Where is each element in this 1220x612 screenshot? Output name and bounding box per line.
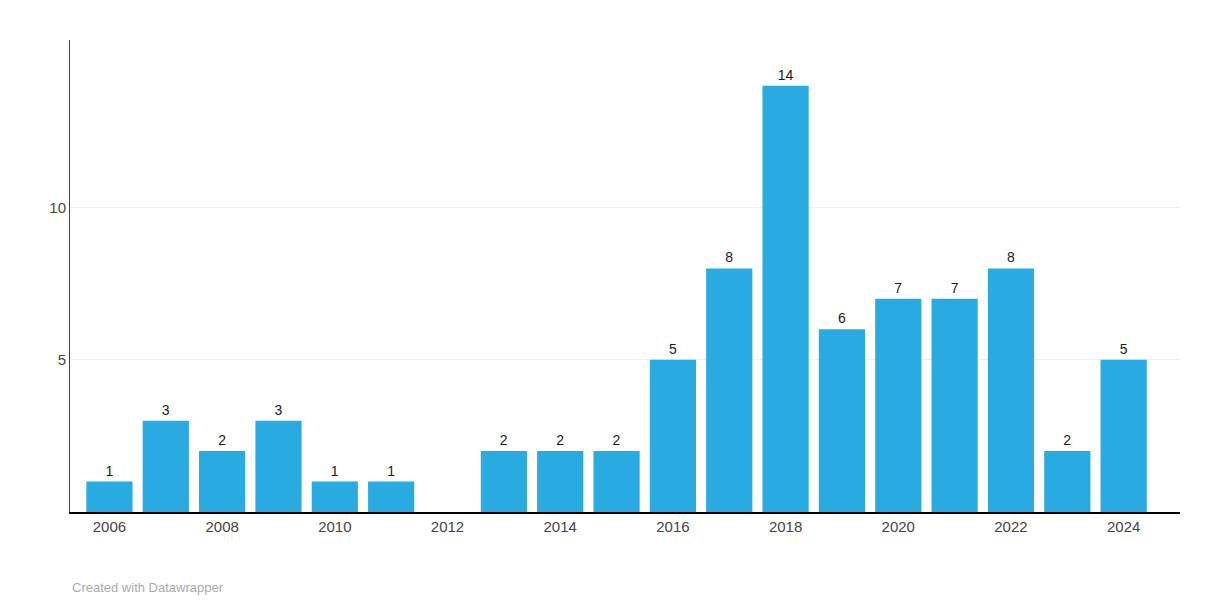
svg-text:2016: 2016 xyxy=(656,518,689,535)
svg-text:3: 3 xyxy=(162,402,170,418)
svg-text:2018: 2018 xyxy=(769,518,802,535)
svg-text:2010: 2010 xyxy=(318,518,351,535)
svg-text:2020: 2020 xyxy=(882,518,915,535)
svg-text:2012: 2012 xyxy=(431,518,464,535)
svg-text:2: 2 xyxy=(1063,432,1071,448)
svg-text:2: 2 xyxy=(556,432,564,448)
svg-text:Created with Datawrapper: Created with Datawrapper xyxy=(72,580,224,595)
svg-text:8: 8 xyxy=(725,249,733,265)
svg-text:1: 1 xyxy=(331,463,339,479)
svg-text:7: 7 xyxy=(951,280,959,296)
svg-text:6: 6 xyxy=(838,310,846,326)
svg-text:3: 3 xyxy=(274,402,282,418)
svg-text:2014: 2014 xyxy=(544,518,577,535)
svg-text:2024: 2024 xyxy=(1107,518,1140,535)
svg-text:5: 5 xyxy=(58,351,66,368)
svg-text:2: 2 xyxy=(500,432,508,448)
svg-text:10: 10 xyxy=(49,199,66,216)
svg-text:8: 8 xyxy=(1007,249,1015,265)
svg-text:5: 5 xyxy=(1120,341,1128,357)
svg-text:2022: 2022 xyxy=(994,518,1027,535)
svg-text:2008: 2008 xyxy=(205,518,238,535)
svg-text:14: 14 xyxy=(778,67,794,83)
svg-text:2: 2 xyxy=(613,432,621,448)
svg-text:1: 1 xyxy=(105,463,113,479)
svg-text:2006: 2006 xyxy=(93,518,126,535)
svg-text:5: 5 xyxy=(669,341,677,357)
svg-text:2: 2 xyxy=(218,432,226,448)
svg-text:7: 7 xyxy=(894,280,902,296)
svg-text:1: 1 xyxy=(387,463,395,479)
